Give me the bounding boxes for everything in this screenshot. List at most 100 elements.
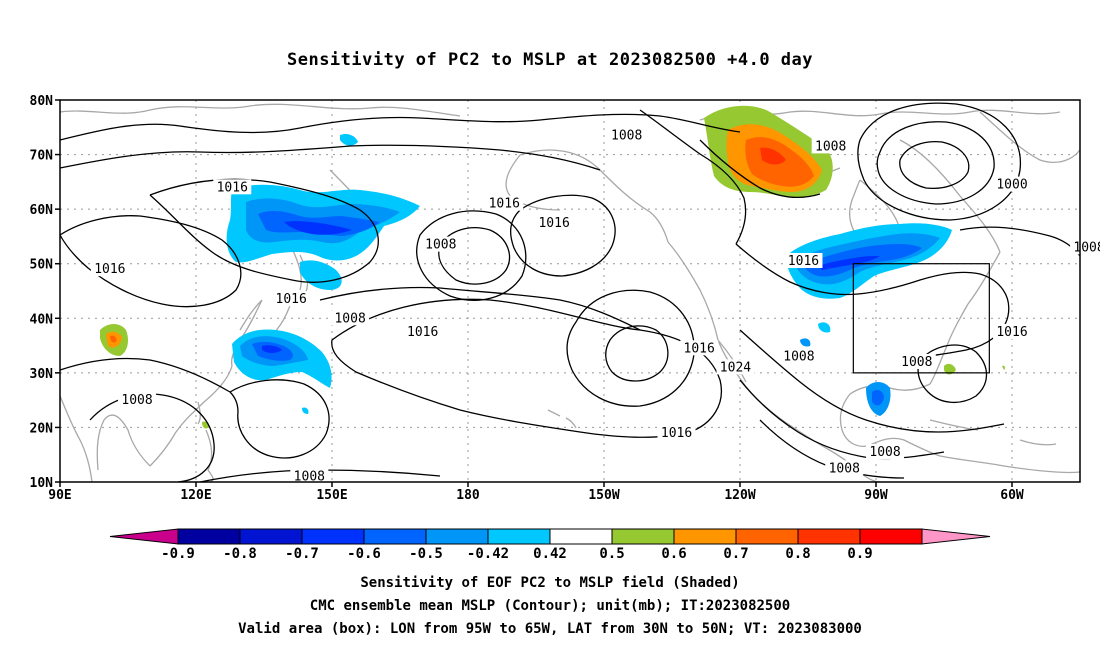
contour-label: 1016 (94, 262, 125, 277)
caption-line-3: Valid area (box): LON from 95W to 65W, L… (238, 621, 862, 637)
colorbar-label: 0.42 (533, 546, 567, 562)
colorbar-label: -0.8 (223, 546, 257, 562)
lat-label: 20N (30, 421, 54, 436)
contour-label-bg (897, 353, 936, 369)
colorbar-segment (797, 528, 861, 545)
contour-label: 1008 (1073, 240, 1100, 255)
colorbar-label: -0.6 (347, 546, 381, 562)
contour-label-bg (657, 424, 696, 440)
colorbar-label: 0.7 (723, 546, 748, 562)
contour-label: 1016 (684, 341, 715, 356)
lon-label: 90E (48, 488, 71, 503)
contour-label: 1008 (901, 355, 932, 370)
colorbar-label: -0.7 (285, 546, 319, 562)
colorbar-segment (673, 528, 737, 545)
contour-labels: 1008 1008 1000 1008 1016 1016 1016 1008 1016 1016… (90, 127, 1100, 485)
contour-label: 1024 (720, 360, 751, 375)
contour-label-bg (607, 127, 646, 143)
contour-label: 1000 (996, 178, 1027, 193)
contour-label: 1016 (538, 216, 569, 231)
lon-label: 90W (864, 488, 888, 503)
lon-label: 180 (456, 488, 480, 503)
contour-label-bg (680, 340, 719, 356)
contour-label-bg (784, 252, 823, 268)
contour-label: 1008 (829, 461, 860, 476)
contour-label-bg (403, 323, 442, 339)
contour-label-bg (290, 468, 329, 484)
contour-label: 1016 (407, 325, 438, 340)
colorbar-segment (549, 528, 613, 545)
contour-label-bg (421, 236, 460, 252)
contour-label-bg (331, 310, 370, 326)
colorbar-label: -0.5 (409, 546, 443, 562)
contour-label-bg (993, 176, 1031, 192)
lat-label: 50N (30, 258, 54, 273)
contour-label-bg (535, 214, 574, 230)
contour-label: 1008 (294, 470, 325, 485)
contour-label: 1016 (661, 426, 692, 441)
colorbar-label: 0.9 (847, 546, 872, 562)
colorbar-label: 0.5 (599, 546, 624, 562)
colorbar-segment (425, 528, 489, 545)
contour-label-bg (779, 348, 818, 364)
colorbar-segment (859, 528, 923, 545)
lat-label: 30N (30, 367, 54, 382)
caption-line-2: CMC ensemble mean MSLP (Contour); unit(m… (309, 598, 791, 614)
colorbar-triangle-low (109, 528, 179, 545)
colorbar-segment (487, 528, 551, 545)
colorbar-segment (301, 528, 365, 545)
contour-label: 1016 (489, 197, 520, 212)
plot-title: Sensitivity of PC2 to MSLP at 2023082500… (286, 50, 813, 70)
lon-label: 120E (180, 488, 211, 503)
contour-label-bg (90, 261, 129, 277)
lat-label: 70N (30, 149, 54, 164)
contour-label: 1016 (217, 180, 248, 195)
colorbar-segment (177, 528, 241, 545)
contour-label-bg (272, 291, 311, 307)
lon-label: 150W (588, 488, 619, 503)
map-frame (59, 99, 1081, 483)
contour-label: 1008 (869, 445, 900, 460)
contour-label-bg (825, 460, 864, 476)
contour-label: 1008 (815, 139, 846, 154)
colorbar-label: -0.9 (161, 546, 195, 562)
colorbar-label: 0.8 (785, 546, 810, 562)
lon-label: 60W (1000, 488, 1024, 503)
contour-label: 1008 (783, 349, 814, 364)
lat-label: 10N (30, 476, 54, 491)
colorbar-triangle-high (921, 528, 991, 545)
contour-label-bg (1070, 239, 1100, 255)
colorbar-segment (611, 528, 675, 545)
contour-label: 1016 (276, 292, 307, 307)
contour-label-bg (993, 323, 1031, 339)
lon-label: 120W (724, 488, 755, 503)
contour-label: 1016 (996, 325, 1027, 340)
colorbar-segment (735, 528, 799, 545)
contour-label: 1008 (121, 393, 152, 408)
lat-label: 60N (30, 203, 54, 218)
colorbar-label: -0.42 (467, 546, 509, 562)
colorbar-segment (239, 528, 303, 545)
sensitivity-shading (100, 105, 1006, 429)
lat-label: 40N (30, 312, 54, 327)
contour-label-bg (118, 392, 157, 408)
contour-label: 1016 (788, 254, 819, 269)
contour-label-bg (485, 195, 524, 211)
contour-label-bg (811, 138, 850, 154)
colorbar: -0.9 -0.8 -0.7 -0.6 -0.5 -0.42 0.42 0.5 0.6 0.7 0.… (109, 528, 991, 562)
lon-label: 150E (316, 488, 347, 503)
caption-line-1: Sensitivity of EOF PC2 to MSLP field (Sh… (360, 575, 740, 591)
valid-area-box (852, 263, 990, 374)
contour-label: 1008 (334, 311, 365, 326)
contour-label: 1008 (425, 238, 456, 253)
map-background (60, 100, 1080, 482)
lat-label: 80N (30, 94, 54, 109)
contour-label: 1008 (611, 128, 642, 143)
colorbar-label: 0.6 (661, 546, 686, 562)
contour-label-bg (866, 443, 905, 459)
contour-label-bg (213, 179, 252, 195)
colorbar-segment (363, 528, 427, 545)
contour-label-bg (716, 359, 755, 375)
